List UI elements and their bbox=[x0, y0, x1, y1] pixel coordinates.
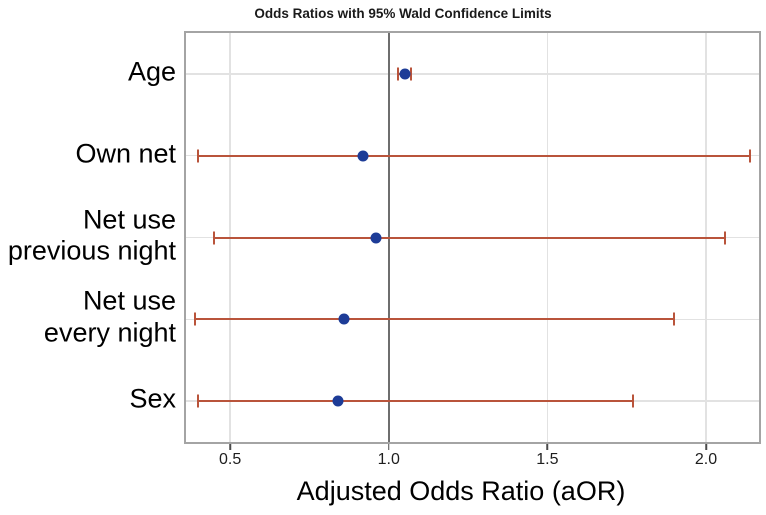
y-category-label: Net use previous night bbox=[7, 204, 176, 266]
ci-lower-cap bbox=[397, 67, 400, 81]
x-tick-mark bbox=[546, 444, 549, 450]
ci-lower-cap bbox=[197, 394, 200, 408]
confidence-interval-line bbox=[214, 236, 726, 239]
x-axis-title: Adjusted Odds Ratio (aOR) bbox=[296, 476, 626, 506]
ci-upper-cap bbox=[724, 231, 727, 244]
x-tick-label: 0.5 bbox=[218, 451, 242, 468]
ci-upper-cap bbox=[749, 149, 752, 163]
ci-upper-cap bbox=[673, 312, 676, 326]
estimate-marker bbox=[338, 313, 350, 325]
y-category-label: Sex bbox=[129, 383, 176, 414]
estimate-marker bbox=[370, 232, 382, 243]
ci-lower-cap bbox=[197, 149, 200, 163]
horizontal-gridline bbox=[186, 73, 759, 75]
estimate-marker bbox=[357, 150, 369, 162]
ci-upper-cap bbox=[632, 394, 635, 408]
confidence-interval-line bbox=[198, 154, 751, 157]
x-tick-label: 2.0 bbox=[694, 451, 718, 468]
x-tick-mark bbox=[705, 444, 707, 450]
y-category-label: Own net bbox=[75, 138, 176, 169]
x-tick-label: 1.5 bbox=[536, 451, 559, 468]
y-category-label: Net use every night bbox=[43, 285, 176, 348]
confidence-interval-line bbox=[198, 400, 634, 403]
estimate-marker bbox=[399, 68, 411, 80]
x-tick-label: 1.0 bbox=[377, 451, 400, 468]
confidence-interval-line bbox=[195, 318, 675, 321]
ci-upper-cap bbox=[409, 67, 412, 81]
chart-title: Odds Ratios with 95% Wald Confidence Lim… bbox=[254, 6, 552, 21]
y-category-label: Age bbox=[127, 56, 176, 87]
x-tick-mark bbox=[229, 444, 231, 450]
x-tick-mark bbox=[387, 444, 390, 450]
ci-lower-cap bbox=[213, 231, 216, 244]
plot-area bbox=[184, 31, 761, 444]
y-axis-label-column: Age Own net Net use previous night Net use … bbox=[0, 31, 176, 444]
estimate-marker bbox=[332, 395, 344, 407]
ci-lower-cap bbox=[194, 312, 197, 326]
